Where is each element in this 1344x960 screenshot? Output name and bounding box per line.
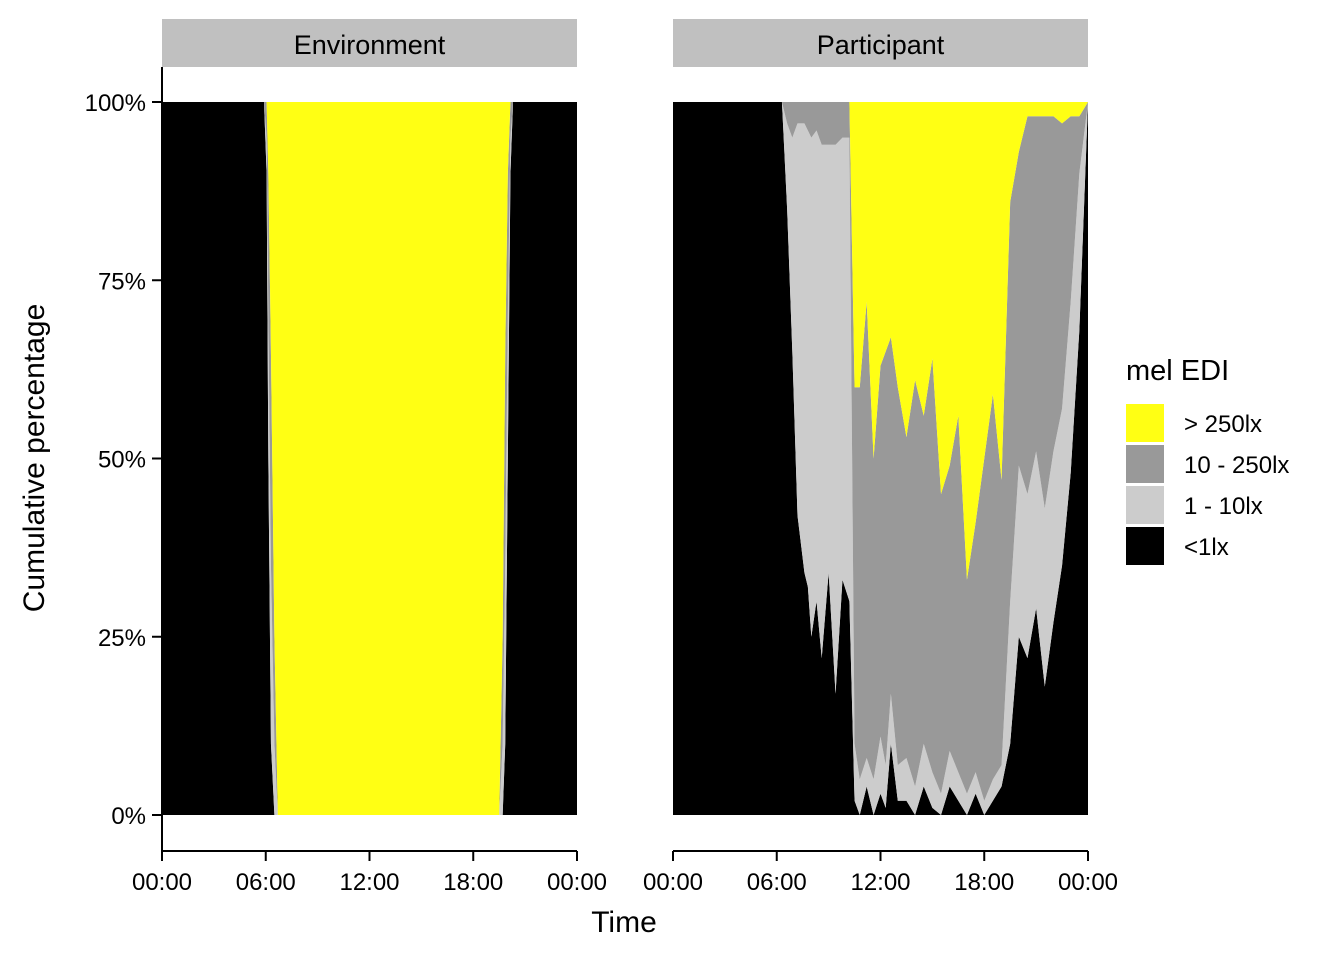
- x-axis: 00:00 06:00 12:00 18:00 00:00: [643, 850, 1118, 896]
- y-tick-label: 75%: [98, 268, 146, 295]
- x-tick-label: 06:00: [236, 869, 296, 896]
- facet-strip: [162, 19, 577, 67]
- panel-environment: Environment 00:00 06:00 12:00 18:00 00:00: [132, 19, 607, 896]
- x-tick-label: 18:00: [443, 869, 503, 896]
- legend: mel EDI > 250lx 10 - 250lx 1 - 10lx <1lx: [1126, 355, 1289, 565]
- legend-label: <1lx: [1184, 534, 1229, 561]
- y-axis: 0% 25% 50% 75% 100%: [85, 67, 163, 851]
- legend-title: mel EDI: [1126, 355, 1229, 387]
- facet-strip-label: Environment: [294, 30, 446, 60]
- x-tick-label: 18:00: [954, 869, 1014, 896]
- x-tick-label: 12:00: [339, 869, 399, 896]
- legend-label: 1 - 10lx: [1184, 493, 1263, 520]
- area-series-250lx: [673, 102, 1088, 580]
- y-tick-label: 25%: [98, 625, 146, 652]
- legend-label: 10 - 250lx: [1184, 452, 1289, 479]
- x-tick-label: 00:00: [547, 869, 607, 896]
- area-series-1lx: [673, 102, 1088, 815]
- x-axis-title: Time: [591, 906, 657, 939]
- panel-participant: Participant 00:00 06:00 12:00 18:00 00:00: [643, 19, 1118, 896]
- legend-key: [1126, 445, 1164, 483]
- x-tick-label: 12:00: [850, 869, 910, 896]
- legend-label: > 250lx: [1184, 411, 1262, 438]
- area-series-1lx: [162, 102, 577, 815]
- facet-strip: [673, 19, 1088, 67]
- area-series-10-250lx: [673, 102, 1088, 801]
- x-axis: 00:00 06:00 12:00 18:00 00:00: [132, 850, 607, 896]
- x-tick-label: 00:00: [1058, 869, 1118, 896]
- legend-items: > 250lx 10 - 250lx 1 - 10lx <1lx: [1126, 404, 1289, 565]
- y-tick-label: 50%: [98, 447, 146, 474]
- y-axis-title: Cumulative percentage: [18, 304, 51, 613]
- legend-key: [1126, 404, 1164, 442]
- area-series-250lx: [162, 102, 577, 815]
- facet-strip-label: Participant: [817, 30, 945, 60]
- legend-key: [1126, 486, 1164, 524]
- x-tick-label: 00:00: [132, 869, 192, 896]
- x-tick-label: 00:00: [643, 869, 703, 896]
- y-tick-label: 100%: [85, 90, 146, 117]
- legend-key: [1126, 527, 1164, 565]
- x-tick-label: 06:00: [747, 869, 807, 896]
- y-tick-label: 0%: [111, 803, 146, 830]
